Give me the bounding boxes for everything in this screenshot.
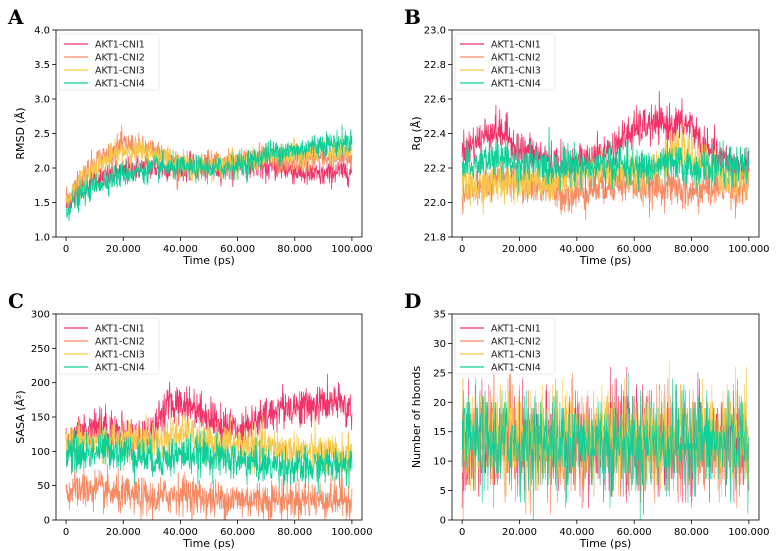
x-tick-label: 60.000 [617, 244, 652, 255]
y-tick-label: 100 [31, 447, 50, 458]
y-tick-label: 25 [433, 368, 446, 379]
x-tick-label: 100.000 [331, 244, 372, 255]
x-tick-label: 20.000 [502, 527, 537, 538]
x-axis-label: Time (ps) [182, 537, 235, 550]
y-tick-label: 22.2 [424, 164, 446, 175]
series-line-akt1-cni4 [461, 372, 749, 520]
x-tick-label: 80.000 [277, 527, 312, 538]
y-tick-label: 0 [44, 516, 50, 527]
y-tick-label: 35 [433, 310, 446, 321]
x-tick-label: 40.000 [163, 527, 198, 538]
x-tick-label: 40.000 [559, 527, 594, 538]
x-tick-label: 40.000 [163, 244, 198, 255]
legend-label: AKT1-CNI2 [491, 53, 541, 64]
x-axis-label: Time (ps) [579, 254, 632, 267]
series-line-akt1-cni2 [65, 464, 353, 520]
y-tick-label: 0 [440, 516, 446, 527]
y-axis-label: Number of hbonds [410, 366, 423, 468]
panel-a: A 0 20.000 40.000 60.000 80.000 100.000 1.0 1.5 2… [7, 5, 373, 267]
y-tick-label: 4.0 [34, 26, 50, 37]
y-tick-label: 1.0 [34, 233, 50, 244]
y-axis-label: RMSD (Å) [14, 107, 27, 159]
panel-letter-c: C [8, 289, 24, 313]
y-tick-label: 10 [433, 457, 446, 468]
y-tick-label: 5 [440, 486, 446, 497]
legend: AKT1-CNI1 AKT1-CNI2 AKT1-CNI3 AKT1-CNI4 [454, 317, 556, 375]
legend-label: AKT1-CNI1 [95, 40, 145, 51]
x-tick-label: 60.000 [220, 244, 255, 255]
y-tick-label: 22.0 [424, 198, 446, 209]
legend-label: AKT1-CNI2 [95, 53, 145, 64]
legend-label: AKT1-CNI3 [95, 66, 145, 77]
x-tick-label: 60.000 [220, 527, 255, 538]
series-line-akt1-cni4 [461, 126, 750, 195]
x-tick-label: 80.000 [277, 244, 312, 255]
panel-letter-b: B [404, 5, 421, 29]
legend-label: AKT1-CNI1 [491, 324, 541, 335]
x-tick-label: 0 [459, 527, 465, 538]
x-tick-label: 20.000 [502, 244, 537, 255]
y-tick-label: 22.4 [424, 129, 446, 140]
legend-label: AKT1-CNI4 [491, 79, 541, 90]
y-tick-label: 21.8 [424, 233, 446, 244]
y-axis-label: Rg (Å) [410, 116, 423, 150]
legend-label: AKT1-CNI3 [491, 350, 541, 361]
y-tick-label: 2.0 [34, 164, 50, 175]
y-tick-label: 3.5 [34, 60, 50, 71]
y-tick-label: 23.0 [424, 26, 446, 37]
x-tick-label: 100.000 [728, 527, 769, 538]
axes-frame [451, 313, 760, 521]
y-axis-label: SASA (Å²) [14, 390, 27, 443]
y-tick-label: 22.8 [424, 60, 446, 71]
y-tick-label: 150 [31, 413, 50, 424]
x-tick-label: 80.000 [674, 244, 709, 255]
y-tick-label: 20 [433, 398, 446, 409]
panel-letter-a: A [7, 5, 24, 29]
legend-label: AKT1-CNI3 [491, 66, 541, 77]
series-line-akt1-cni4 [65, 124, 353, 221]
series-line-akt1-cni3 [65, 134, 353, 205]
panel-letter-d: D [404, 289, 421, 313]
y-tick-label: 1.5 [34, 198, 50, 209]
x-tick-label: 80.000 [674, 527, 709, 538]
legend-label: AKT1-CNI2 [491, 337, 541, 348]
y-tick-label: 3.0 [34, 95, 50, 106]
legend: AKT1-CNI1 AKT1-CNI2 AKT1-CNI3 AKT1-CNI4 [58, 317, 160, 375]
y-tick-label: 2.5 [34, 129, 50, 140]
legend-label: AKT1-CNI2 [95, 337, 145, 348]
legend-label: AKT1-CNI4 [491, 363, 541, 374]
x-tick-label: 20.000 [106, 244, 141, 255]
x-tick-label: 40.000 [559, 244, 594, 255]
x-tick-label: 20.000 [106, 527, 141, 538]
x-tick-label: 100.000 [728, 244, 769, 255]
y-tick-label: 15 [433, 427, 446, 438]
y-tick-label: 200 [31, 378, 50, 389]
panel-c: C 0 20.000 40.000 60.000 80.000 100.000 0 50 100 1… [8, 289, 373, 550]
panel-d: D 0 20.000 40.000 60.000 80.000 100.000 0 5 10 15 2… [404, 289, 770, 550]
y-tick-label: 50 [37, 481, 50, 492]
x-tick-label: 0 [63, 527, 69, 538]
y-tick-label: 250 [31, 344, 50, 355]
x-tick-label: 0 [63, 244, 69, 255]
x-tick-label: 60.000 [617, 527, 652, 538]
x-tick-label: 100.000 [331, 527, 372, 538]
y-tick-label: 300 [31, 310, 50, 321]
legend-label: AKT1-CNI4 [95, 79, 145, 90]
y-tick-label: 30 [433, 339, 446, 350]
panel-b: B 0 20.000 40.000 60.000 80.000 100.000 21.8 22.… [404, 5, 770, 267]
x-axis-label: Time (ps) [579, 537, 632, 550]
legend-label: AKT1-CNI1 [95, 324, 145, 335]
x-axis-label: Time (ps) [182, 254, 235, 267]
x-tick-label: 0 [459, 244, 465, 255]
legend-label: AKT1-CNI3 [95, 350, 145, 361]
legend-label: AKT1-CNI4 [95, 363, 145, 374]
legend-label: AKT1-CNI1 [491, 40, 541, 51]
series-line-akt1-cni4 [65, 428, 353, 497]
legend: AKT1-CNI1 AKT1-CNI2 AKT1-CNI3 AKT1-CNI4 [454, 33, 556, 91]
y-tick-label: 22.6 [424, 95, 446, 106]
legend: AKT1-CNI1 AKT1-CNI2 AKT1-CNI3 AKT1-CNI4 [58, 33, 160, 91]
